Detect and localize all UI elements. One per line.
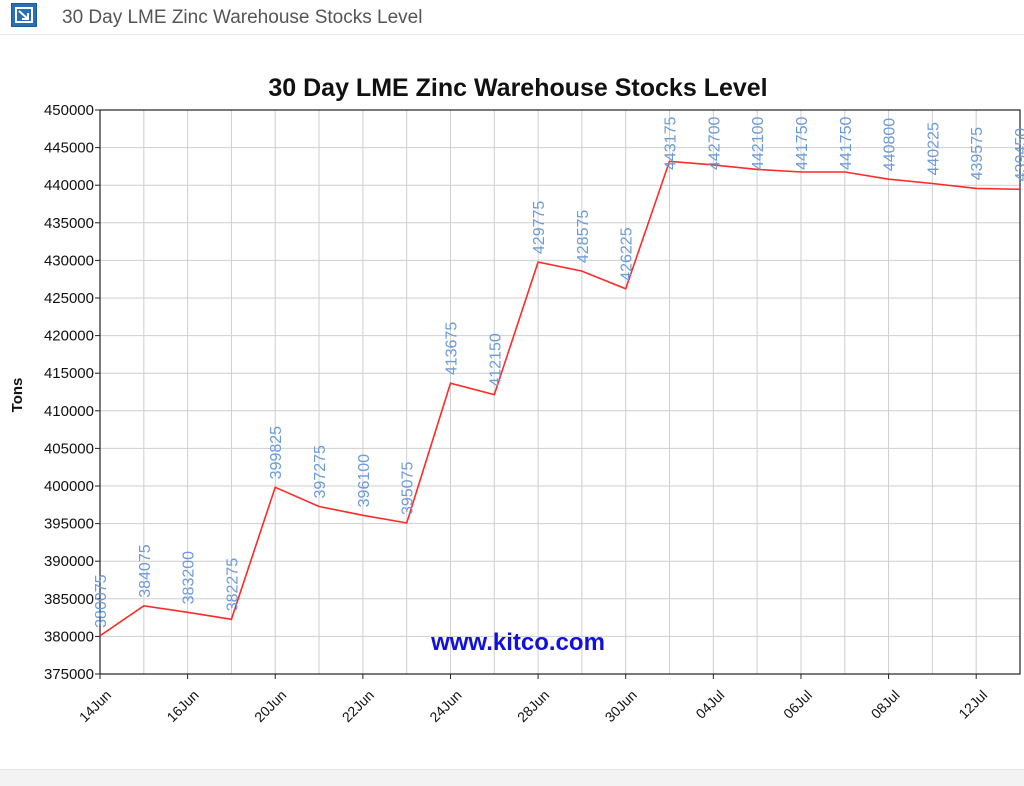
x-tick-label: 12Jul [955, 687, 990, 722]
y-tick-label: 375000 [44, 666, 94, 683]
y-tick-label: 450000 [44, 102, 94, 119]
x-tick-label: 14Jun [76, 687, 114, 725]
data-label: 395075 [400, 462, 417, 515]
y-tick-label: 390000 [44, 553, 94, 570]
y-tick-label: 400000 [44, 478, 94, 495]
x-tick-label: 04Jul [692, 687, 727, 722]
data-label: 413675 [443, 322, 460, 375]
x-tick-label: 16Jun [163, 687, 201, 725]
x-tick-label: 24Jun [426, 687, 464, 725]
y-tick-label: 380000 [44, 628, 94, 645]
data-label: 440225 [925, 122, 942, 175]
y-tick-label: 385000 [44, 591, 94, 608]
data-label: 384075 [137, 544, 154, 597]
data-label: 428575 [575, 210, 592, 263]
plot-area [100, 110, 1020, 674]
watermark-url: www.kitco.com [430, 629, 605, 656]
data-label: 442700 [706, 117, 723, 170]
data-label: 439575 [969, 127, 986, 180]
data-label: 429775 [531, 201, 548, 254]
y-tick-label: 430000 [44, 252, 94, 269]
x-tick-label: 30Jun [602, 687, 640, 725]
x-tick-label: 08Jul [868, 687, 903, 722]
chart-link-icon[interactable] [11, 3, 37, 27]
data-label: 412150 [487, 333, 504, 386]
y-axis-label: Tons [9, 378, 26, 413]
x-tick-label: 20Jun [251, 687, 289, 725]
line-chart: 375000 380000 385000 390000 395000 400000 4050… [9, 74, 1024, 725]
data-label: 440800 [882, 118, 899, 171]
chart-container: 375000 380000 385000 390000 395000 400000 4050… [0, 40, 1024, 769]
y-tick-label: 395000 [44, 516, 94, 533]
y-tick-label: 410000 [44, 403, 94, 420]
y-tick-label: 405000 [44, 440, 94, 457]
x-tick-label: 06Jul [780, 687, 815, 722]
x-tick-label: 28Jun [514, 687, 552, 725]
data-label: 441750 [838, 117, 855, 170]
y-tick-label: 425000 [44, 290, 94, 307]
chart-title: 30 Day LME Zinc Warehouse Stocks Level [268, 74, 767, 102]
series-line [99, 160, 1021, 637]
data-label: 442100 [750, 117, 767, 170]
data-label: 439450 [1013, 128, 1024, 181]
data-label: 397275 [312, 445, 329, 498]
y-tick-label: 415000 [44, 365, 94, 382]
data-label: 396100 [356, 454, 373, 507]
page-title: 30 Day LME Zinc Warehouse Stocks Level [62, 7, 423, 28]
data-label: 443175 [663, 117, 680, 170]
y-tick-label: 420000 [44, 328, 94, 345]
data-label: 383200 [181, 551, 198, 604]
y-tick-label: 435000 [44, 215, 94, 232]
data-label: 382275 [224, 558, 241, 611]
footer-bar [0, 769, 1024, 786]
data-label: 426225 [619, 227, 636, 280]
plot-frame [99, 109, 1021, 675]
y-tick-label: 440000 [44, 177, 94, 194]
data-label: 441750 [794, 117, 811, 170]
header-bar: 30 Day LME Zinc Warehouse Stocks Level [0, 0, 1024, 35]
data-label: 380075 [93, 574, 110, 627]
data-label: 399825 [268, 426, 285, 479]
y-tick-label: 445000 [44, 140, 94, 157]
x-tick-label: 22Jun [339, 687, 377, 725]
